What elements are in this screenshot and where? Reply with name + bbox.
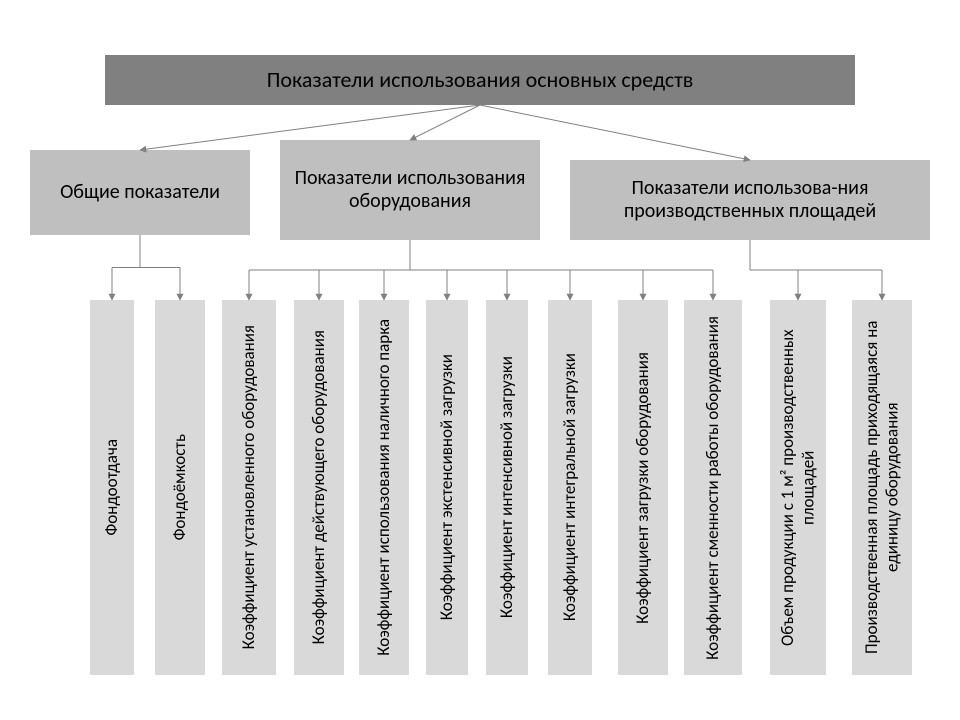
- leaf-label: Коэффициент интегральной загрузки: [560, 353, 580, 621]
- leaf-label: Коэффициент действующего оборудования: [309, 330, 329, 644]
- leaf-label: Коэффициент использования наличного парк…: [374, 319, 394, 656]
- level2-box-area: Показатели использова-ния производственн…: [570, 160, 930, 240]
- leaf-label: Коэффициент интенсивной загрузки: [497, 356, 517, 618]
- leaf-label: Коэффициент загрузки оборудования: [633, 352, 653, 624]
- leaf-box: Коэффициент установленного оборудования: [222, 300, 276, 675]
- leaf-box: Фондоотдача: [90, 300, 134, 675]
- leaf-label: Коэффициент экстенсивной загрузки: [437, 354, 457, 620]
- leaf-label: Фондоотдача: [102, 439, 122, 536]
- leaf-box: Фондоёмкость: [155, 300, 205, 675]
- leaf-box: Коэффициент загрузки оборудования: [618, 300, 668, 675]
- level2-label: Показатели использова-ния производственн…: [576, 177, 924, 223]
- leaf-label: Производственная площадь приходящаяся на…: [862, 306, 903, 669]
- leaf-label: Коэффициент сменности работы оборудовани…: [703, 316, 723, 660]
- leaf-label: Фондоёмкость: [170, 434, 190, 540]
- leaf-box: Производственная площадь приходящаяся на…: [852, 300, 912, 675]
- level2-label: Общие показатели: [60, 181, 220, 204]
- leaf-box: Коэффициент интенсивной загрузки: [486, 300, 528, 675]
- leaf-box: Коэффициент экстенсивной загрузки: [426, 300, 468, 675]
- level2-box-general: Общие показатели: [30, 150, 250, 235]
- leaf-box: Коэффициент интегральной загрузки: [548, 300, 592, 675]
- level2-box-equipment: Показатели использования оборудования: [280, 140, 540, 240]
- level2-label: Показатели использования оборудования: [286, 167, 534, 213]
- leaf-label: Объем продукции с 1 м² производственных …: [778, 306, 819, 669]
- leaf-label: Коэффициент установленного оборудования: [239, 325, 259, 649]
- leaf-box: Коэффициент сменности работы оборудовани…: [684, 300, 742, 675]
- root-label: Показатели использования основных средст…: [267, 67, 694, 92]
- leaf-box: Коэффициент использования наличного парк…: [359, 300, 409, 675]
- leaf-box: Объем продукции с 1 м² производственных …: [770, 300, 826, 675]
- root-box: Показатели использования основных средст…: [105, 55, 855, 105]
- leaf-box: Коэффициент действующего оборудования: [294, 300, 344, 675]
